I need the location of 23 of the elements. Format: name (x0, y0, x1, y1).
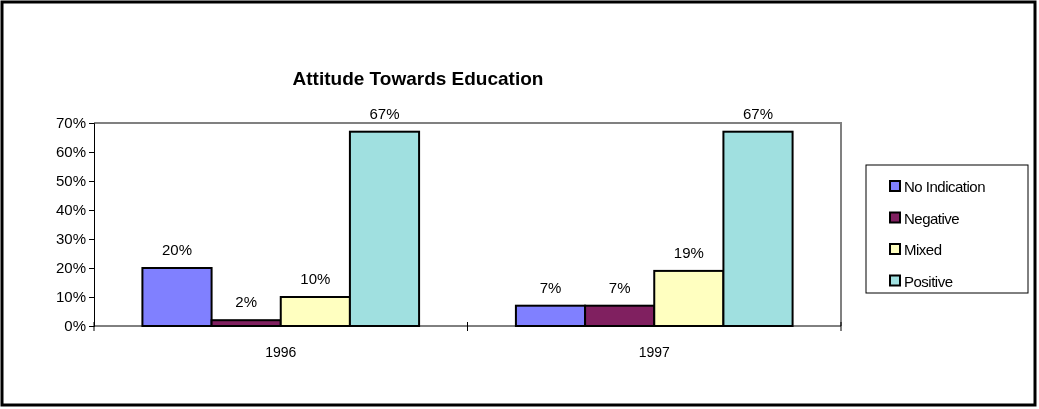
data-label: 2% (235, 293, 258, 311)
legend-label: Positive (904, 272, 953, 290)
x-tick-label: 1997 (638, 344, 671, 360)
data-label: 67% (369, 104, 400, 122)
data-label: 10% (300, 270, 331, 287)
x-tick-label: 1996 (265, 344, 297, 360)
legend-label: Mixed (904, 241, 942, 258)
chart-title: Attitude Towards Education (292, 68, 544, 89)
legend-label: Negative (904, 209, 960, 227)
data-label: 20% (161, 241, 193, 258)
data-label: 7% (608, 278, 631, 296)
data-label: 67% (742, 104, 774, 122)
y-tick-label: 70% (55, 114, 86, 132)
y-tick-label: 30% (55, 230, 86, 248)
y-tick-label: 60% (55, 143, 86, 161)
legend-label: No Indication (904, 178, 986, 195)
y-tick-label: 40% (55, 201, 86, 219)
y-tick-label: 50% (55, 172, 86, 190)
y-tick-label: 10% (55, 288, 86, 306)
data-label: 7% (539, 278, 562, 296)
y-tick-label: 20% (55, 259, 86, 277)
y-tick-label: 0% (64, 317, 86, 335)
data-label: 19% (673, 243, 704, 261)
